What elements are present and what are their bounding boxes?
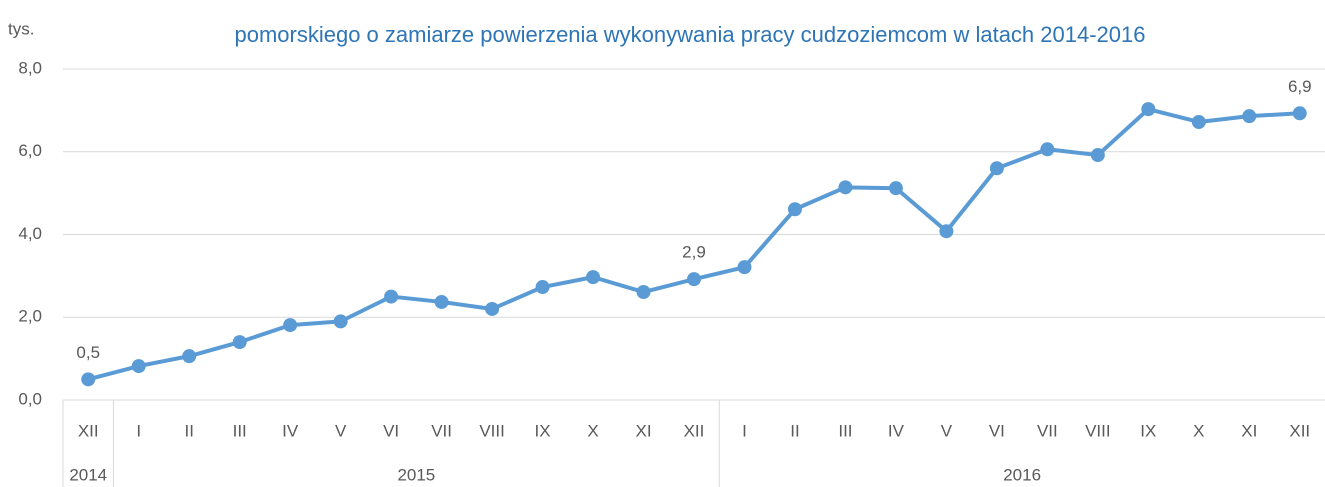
marker [838,180,853,195]
marker [535,280,550,295]
marker [232,335,247,350]
marker [81,372,96,387]
x-tick-label: VIII [479,421,505,440]
x-tick-label: IV [888,421,905,440]
y-tick-label: 6,0 [18,141,42,160]
y-tick-label: 4,0 [18,224,42,243]
y-tick-label: 0,0 [18,389,42,408]
marker [333,314,348,329]
y-axis-label: tys. [8,19,34,38]
marker [787,202,802,217]
x-tick-label: VII [1037,421,1058,440]
x-tick-label: V [335,421,347,440]
marker [485,301,500,316]
marker [283,318,298,333]
x-tick-label: I [136,421,141,440]
x-tick-label: X [1193,421,1204,440]
x-tick-label: IV [282,421,299,440]
x-tick-label: I [742,421,747,440]
marker [989,161,1004,176]
marker [888,181,903,196]
marker [687,272,701,287]
marker [1090,148,1105,163]
marker [182,349,197,364]
x-tick-label: X [587,421,598,440]
x-tick-label: VII [431,421,452,440]
marker [1141,102,1156,117]
x-tick-label: IX [1140,421,1156,440]
marker [737,260,752,275]
marker [434,294,449,309]
data-label: 2,9 [682,243,706,262]
x-tick-label: IX [535,421,551,440]
x-tick-label: III [838,421,852,440]
group-label: 2014 [69,465,107,484]
x-tick-label: II [790,421,799,440]
marker [1292,106,1307,121]
marker [586,270,601,285]
marker [131,359,146,374]
marker [636,285,651,300]
x-tick-label: II [184,421,193,440]
marker [1242,109,1257,124]
y-tick-label: 8,0 [18,58,42,77]
y-tick-label: 2,0 [18,307,42,326]
marker [384,289,399,304]
x-tick-label: III [233,421,247,440]
chart-title: pomorskiego o zamiarze powierzenia wykon… [234,22,1145,47]
group-label: 2016 [1003,465,1041,484]
x-tick-label: XII [1289,421,1310,440]
marker [1191,114,1206,129]
x-tick-label: VI [989,421,1005,440]
data-label: 0,5 [76,343,100,362]
x-tick-label: VIII [1085,421,1111,440]
marker [939,224,954,239]
x-tick-label: VI [383,421,399,440]
data-label: 6,9 [1288,77,1312,96]
x-tick-label: XI [635,421,651,440]
marker [1040,142,1055,157]
x-tick-label: V [941,421,953,440]
group-label: 2015 [397,465,435,484]
x-tick-label: XI [1241,421,1257,440]
x-tick-label: XII [684,421,705,440]
x-tick-label: XII [78,421,99,440]
